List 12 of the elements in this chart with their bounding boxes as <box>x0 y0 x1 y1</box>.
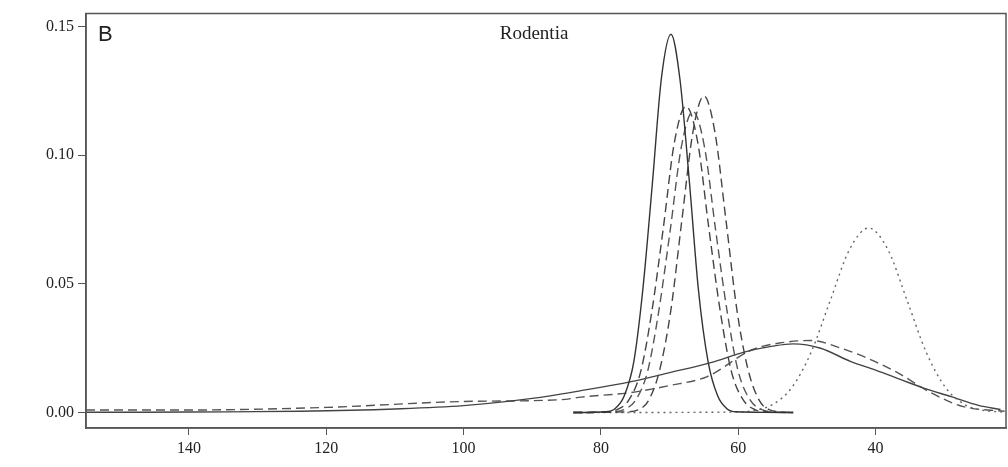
x-tick-label: 140 <box>176 438 201 456</box>
y-tick-label: 0.05 <box>46 274 74 292</box>
chart-title: Rodentia <box>499 22 569 44</box>
x-tick-label: 120 <box>314 438 339 456</box>
y-tick-label: 0.00 <box>46 402 74 420</box>
y-tick-label: 0.10 <box>46 145 74 163</box>
x-tick-label: 100 <box>451 438 476 456</box>
x-tick-label: 40 <box>867 438 884 456</box>
y-tick-label: 0.15 <box>46 16 74 34</box>
annotation: B <box>98 20 113 46</box>
x-tick-label: 80 <box>592 438 609 456</box>
x-tick-label: 60 <box>730 438 747 456</box>
